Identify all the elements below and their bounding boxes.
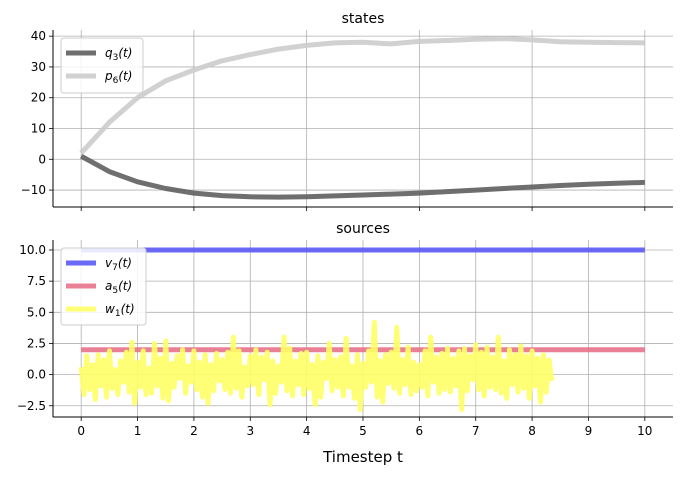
x-axis-label: Timestep t — [322, 448, 403, 466]
y-tick-label: 30 — [31, 60, 46, 74]
x-tick-label: 8 — [528, 424, 536, 438]
legend-label: p6(t) — [104, 69, 132, 86]
y-tick-label: −10 — [21, 183, 46, 197]
series-line-w1 — [78, 319, 555, 412]
x-tick-label: 2 — [190, 424, 198, 438]
x-tick-label: 0 — [77, 424, 85, 438]
y-tick-label: 10 — [31, 122, 46, 136]
legend-label: a5(t) — [105, 279, 132, 296]
x-tick-label: 4 — [303, 424, 311, 438]
series-line-p6 — [79, 36, 645, 155]
states-title: states — [342, 11, 385, 27]
x-tick-label: 6 — [416, 424, 424, 438]
y-tick-label: 0 — [38, 152, 46, 166]
legend-label: w1(t) — [105, 302, 135, 319]
x-tick-label: 3 — [246, 424, 254, 438]
x-tick-label: 10 — [637, 424, 652, 438]
series-line-q3 — [80, 154, 645, 200]
y-tick-label: 10.0 — [19, 243, 46, 257]
x-tick-label: 7 — [472, 424, 480, 438]
x-tick-label: 1 — [134, 424, 142, 438]
legend-label: v7(t) — [105, 256, 132, 273]
y-tick-label: 2.5 — [27, 336, 46, 350]
x-tick-label: 5 — [359, 424, 367, 438]
states-axes: states −10 0 10 20 30 40 q3(t) p6(t) — [21, 11, 673, 211]
legend-box — [60, 247, 147, 326]
sources-title: sources — [336, 221, 390, 237]
x-tick-label: 9 — [585, 424, 593, 438]
sources-axes: sources Timestep t 0 1 2 3 4 5 6 7 8 9 10 −2.5 0.0 2.… — [17, 221, 673, 466]
y-tick-label: 7.5 — [27, 274, 46, 288]
y-tick-label: 0.0 — [27, 368, 46, 382]
y-tick-label: 40 — [31, 29, 46, 43]
y-tick-label: −2.5 — [17, 399, 46, 413]
legend-label: q3(t) — [105, 46, 132, 63]
y-tick-label: 20 — [31, 91, 46, 105]
y-tick-label: 5.0 — [27, 305, 46, 319]
